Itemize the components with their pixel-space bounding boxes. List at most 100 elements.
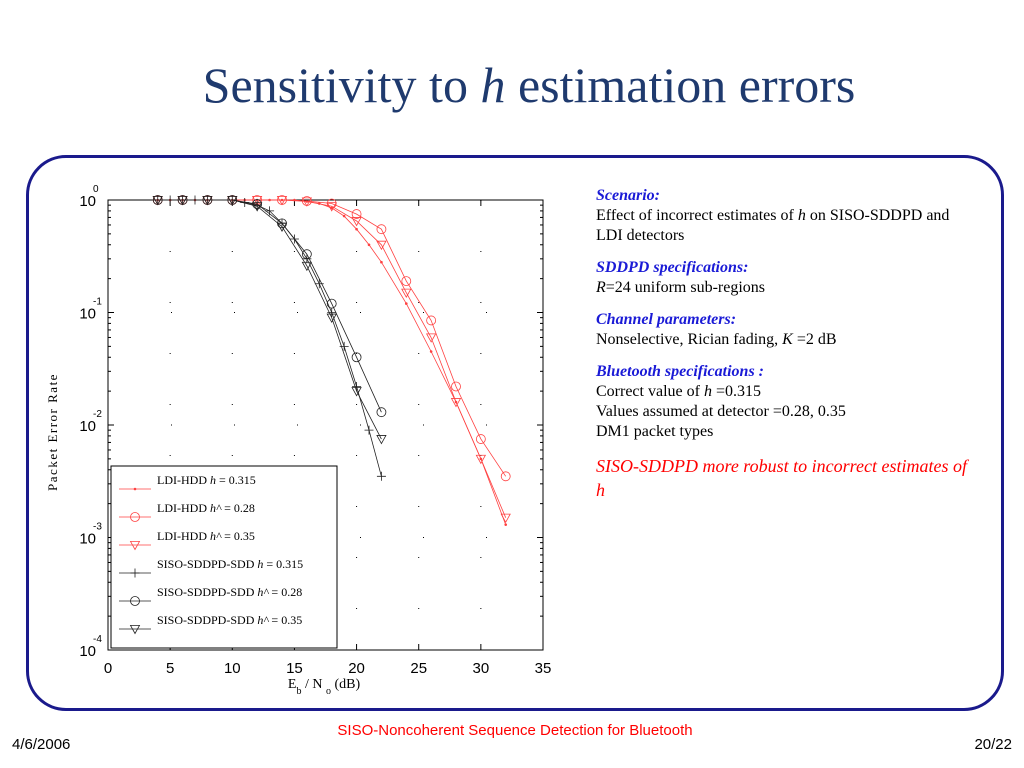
y-tick-exponent: -4 [93, 634, 102, 645]
content-frame [26, 155, 1004, 711]
chart-axes [107, 199, 544, 651]
data-point-plus [352, 381, 362, 391]
data-point-circle [451, 381, 461, 392]
data-point-circle [326, 198, 337, 209]
slide-title: Sensitivity to h estimation errors [202, 57, 856, 113]
data-point-dot [380, 260, 383, 264]
data-point-dot [504, 523, 508, 526]
data-point-dot [355, 227, 358, 231]
data-point-dot [404, 302, 408, 305]
scenario-heading: Scenario: [596, 187, 660, 204]
data-point-circle [475, 434, 486, 444]
data-point-circle [326, 298, 337, 309]
data-point-plus [327, 308, 337, 317]
legend-label: LDI-HDD h^ = 0.35 [157, 529, 255, 543]
bluetooth-line-2: Values assumed at detector =0.28, 0.35 [596, 403, 846, 420]
x-tick-label: 35 [535, 660, 552, 677]
scenario-block: Scenario: Effect of incorrect estimates … [596, 186, 976, 246]
data-point-triangle [301, 261, 313, 272]
series-group [152, 195, 511, 482]
data-point-triangle [351, 217, 362, 227]
channel-block: Channel parameters: Nonselective, Rician… [596, 310, 976, 350]
channel-heading: Channel parameters: [596, 311, 737, 328]
chart-legend: LDI-HDD h = 0.315 LDI-HDD h^ = 0.28 LDI-HD… [110, 465, 338, 649]
sddpd-heading: SDDPD specifications: [596, 259, 749, 276]
title-italic-h: h [480, 57, 506, 113]
data-point-triangle [227, 195, 238, 206]
y-tick-exponent: -2 [93, 409, 102, 420]
series-group [152, 195, 387, 445]
data-point-triangle [202, 195, 213, 206]
footer-page-number: 20/22 [974, 736, 1012, 753]
data-point-triangle [152, 195, 163, 206]
data-point-circle [500, 471, 511, 482]
scenario-text: Effect of incorrect estimates of h on SI… [596, 207, 950, 244]
data-point-circle [252, 199, 263, 209]
series-line [157, 199, 507, 477]
y-tick-exponent: -1 [93, 297, 102, 308]
series-line [157, 199, 382, 440]
series-group [153, 195, 386, 481]
data-point-triangle [251, 195, 263, 206]
data-point-triangle [401, 288, 412, 299]
data-point-triangle [500, 513, 511, 524]
data-point-triangle [351, 387, 362, 397]
data-point-circle [376, 224, 387, 235]
y-tick-base: 10 [79, 193, 96, 210]
data-point-triangle [251, 202, 263, 212]
data-point-circle [351, 352, 362, 363]
data-point-plus [130, 568, 140, 578]
x-tick-label: 5 [166, 660, 174, 677]
data-point-circle [351, 209, 362, 219]
data-point-dot [367, 243, 371, 247]
data-point-plus [339, 341, 349, 351]
data-point-triangle [129, 541, 141, 551]
data-point-dot [342, 214, 346, 218]
data-point-circle [130, 512, 140, 522]
data-point-circle [426, 315, 437, 326]
legend-box [110, 465, 338, 649]
data-point-triangle [129, 625, 141, 635]
x-tick-label: 25 [410, 660, 427, 677]
series-group [152, 195, 387, 418]
data-point-plus [314, 279, 324, 289]
x-tick-label: 10 [224, 660, 241, 677]
data-point-triangle [301, 197, 313, 207]
data-point-plus [376, 471, 386, 481]
data-point-circle [130, 596, 140, 606]
footer-date: 4/6/2006 [12, 736, 71, 753]
data-point-triangle [177, 195, 188, 206]
sddpd-text: R=24 uniform sub-regions [596, 279, 766, 296]
data-point-dot [133, 487, 137, 491]
x-tick-label: 0 [104, 660, 112, 677]
footer-title: SISO-Noncoherent Sequence Detection for … [337, 722, 693, 739]
data-point-triangle [326, 202, 337, 212]
data-point-plus [364, 425, 374, 435]
y-tick-base: 10 [79, 418, 96, 435]
data-point-triangle [276, 195, 288, 206]
data-point-triangle [276, 222, 288, 232]
data-point-triangle [326, 313, 337, 323]
legend-label: SISO-SDDPD-SDD h^ = 0.35 [157, 613, 302, 627]
data-point-dot [429, 350, 433, 353]
bluetooth-line-1: Correct value of h =0.315 [596, 383, 761, 400]
conclusion-text: SISO-SDDPD more robust to incorrect esti… [596, 456, 967, 500]
data-point-triangle [376, 435, 387, 445]
x-tick-label: 20 [348, 660, 365, 677]
data-point-circle [301, 249, 312, 260]
data-point-triangle [376, 240, 387, 251]
legend-label: SISO-SDDPD-SDD h = 0.315 [157, 557, 303, 571]
bluetooth-line-3: DM1 packet types [596, 423, 714, 440]
sddpd-block: SDDPD specifications: R=24 uniform sub-r… [596, 258, 976, 298]
data-point-triangle [475, 454, 487, 465]
notes-panel: Scenario: Effect of incorrect estimates … [596, 186, 976, 502]
channel-text: Nonselective, Rician fading, K =2 dB [596, 331, 837, 348]
data-point-circle [401, 276, 412, 287]
data-point-triangle [450, 398, 462, 408]
data-point-triangle [425, 333, 437, 343]
bluetooth-block: Bluetooth specifications : Correct value… [596, 362, 976, 442]
y-axis-label: Packet Error Rate [45, 373, 60, 491]
chart-series [152, 195, 511, 526]
